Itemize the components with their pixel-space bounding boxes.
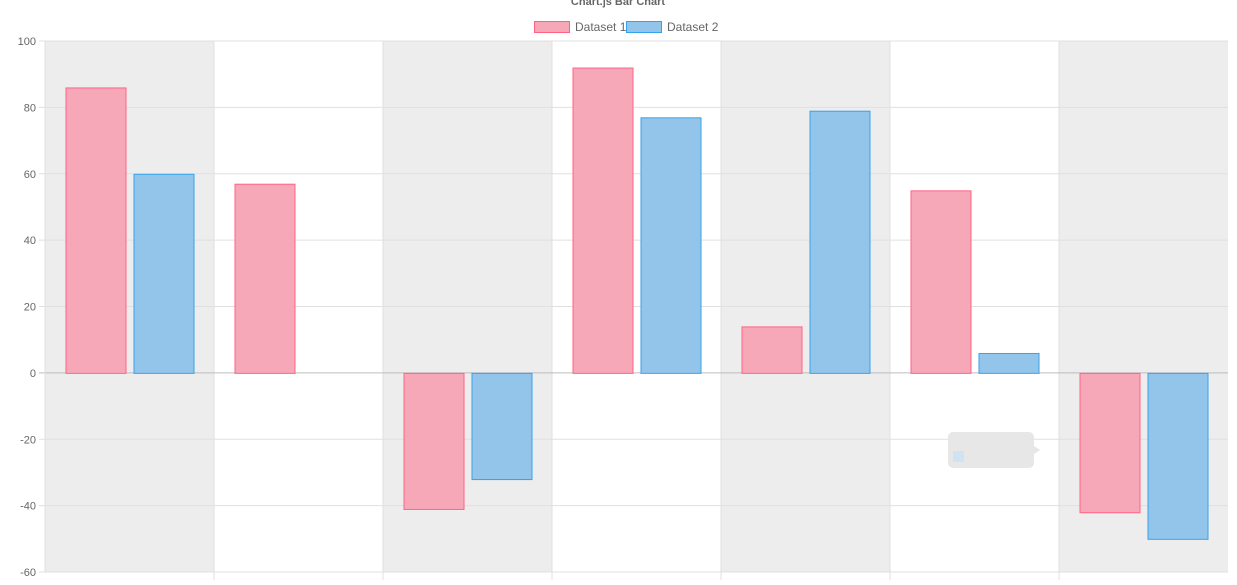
tooltip-swatch [953, 451, 964, 462]
bar-2-1[interactable] [133, 173, 195, 374]
y-tick-label: 0 [30, 368, 36, 380]
bar-2-5[interactable] [809, 110, 871, 374]
y-tick-label: -60 [20, 567, 36, 579]
gridlines [39, 40, 1228, 580]
bar-1-3[interactable] [403, 372, 465, 510]
bar-2-7[interactable] [1147, 372, 1209, 540]
y-axis-ticks: 100 80 60 40 20 0 -20 -40 -60 [18, 36, 36, 579]
legend-label-2[interactable]: Dataset 2 [667, 20, 719, 34]
legend-label-1[interactable]: Dataset 1 [575, 20, 627, 34]
tooltip [948, 432, 1040, 468]
y-tick-label: -20 [20, 434, 36, 446]
bar-1-6[interactable] [910, 190, 972, 374]
bar-1-4[interactable] [572, 67, 634, 374]
legend-swatch-2[interactable] [626, 21, 662, 33]
bar-1-7[interactable] [1079, 372, 1141, 514]
tooltip-box [948, 432, 1034, 468]
bars [65, 67, 1209, 540]
legend-swatch-1[interactable] [534, 21, 570, 33]
bar-2-3[interactable] [471, 372, 533, 481]
y-tick-label: 20 [24, 302, 36, 314]
bar-1-5[interactable] [741, 326, 803, 374]
y-tick-label: 100 [18, 36, 36, 48]
y-tick-label: 60 [24, 169, 36, 181]
bar-1-2[interactable] [234, 183, 296, 374]
chart-title: Chart.js Bar Chart [571, 0, 665, 8]
y-tick-label: 40 [24, 235, 36, 247]
bar-2-6[interactable] [978, 352, 1040, 374]
y-tick-label: -40 [20, 501, 36, 513]
tooltip-caret [1034, 446, 1040, 454]
bar-1-1[interactable] [65, 87, 127, 374]
y-tick-label: 80 [24, 102, 36, 114]
legend: Dataset 1 Dataset 2 [534, 20, 719, 34]
bar-2-4[interactable] [640, 117, 702, 374]
